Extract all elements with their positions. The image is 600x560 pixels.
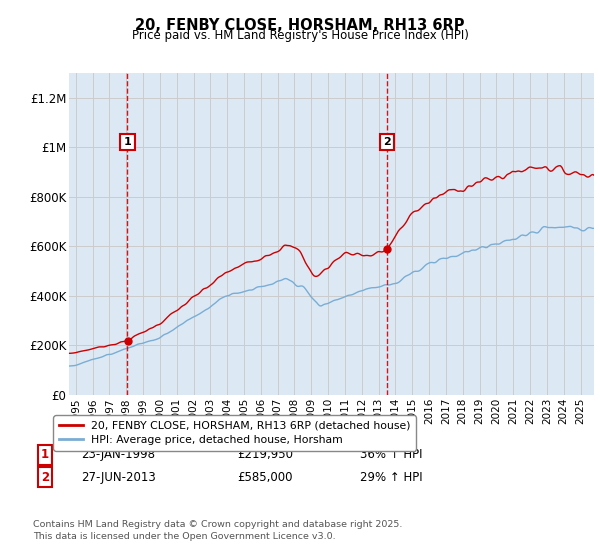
- Text: 2: 2: [41, 470, 49, 484]
- Legend: 20, FENBY CLOSE, HORSHAM, RH13 6RP (detached house), HPI: Average price, detache: 20, FENBY CLOSE, HORSHAM, RH13 6RP (deta…: [53, 416, 416, 450]
- Text: £585,000: £585,000: [237, 470, 293, 484]
- Text: 2: 2: [383, 137, 391, 147]
- Text: Price paid vs. HM Land Registry's House Price Index (HPI): Price paid vs. HM Land Registry's House …: [131, 29, 469, 42]
- Text: 27-JUN-2013: 27-JUN-2013: [81, 470, 156, 484]
- Text: 36% ↑ HPI: 36% ↑ HPI: [360, 448, 422, 461]
- Text: 1: 1: [41, 448, 49, 461]
- Text: 20, FENBY CLOSE, HORSHAM, RH13 6RP: 20, FENBY CLOSE, HORSHAM, RH13 6RP: [135, 18, 465, 33]
- Text: Contains HM Land Registry data © Crown copyright and database right 2025.
This d: Contains HM Land Registry data © Crown c…: [33, 520, 403, 541]
- Text: 29% ↑ HPI: 29% ↑ HPI: [360, 470, 422, 484]
- Text: £219,950: £219,950: [237, 448, 293, 461]
- Text: 1: 1: [124, 137, 131, 147]
- Text: 23-JAN-1998: 23-JAN-1998: [81, 448, 155, 461]
